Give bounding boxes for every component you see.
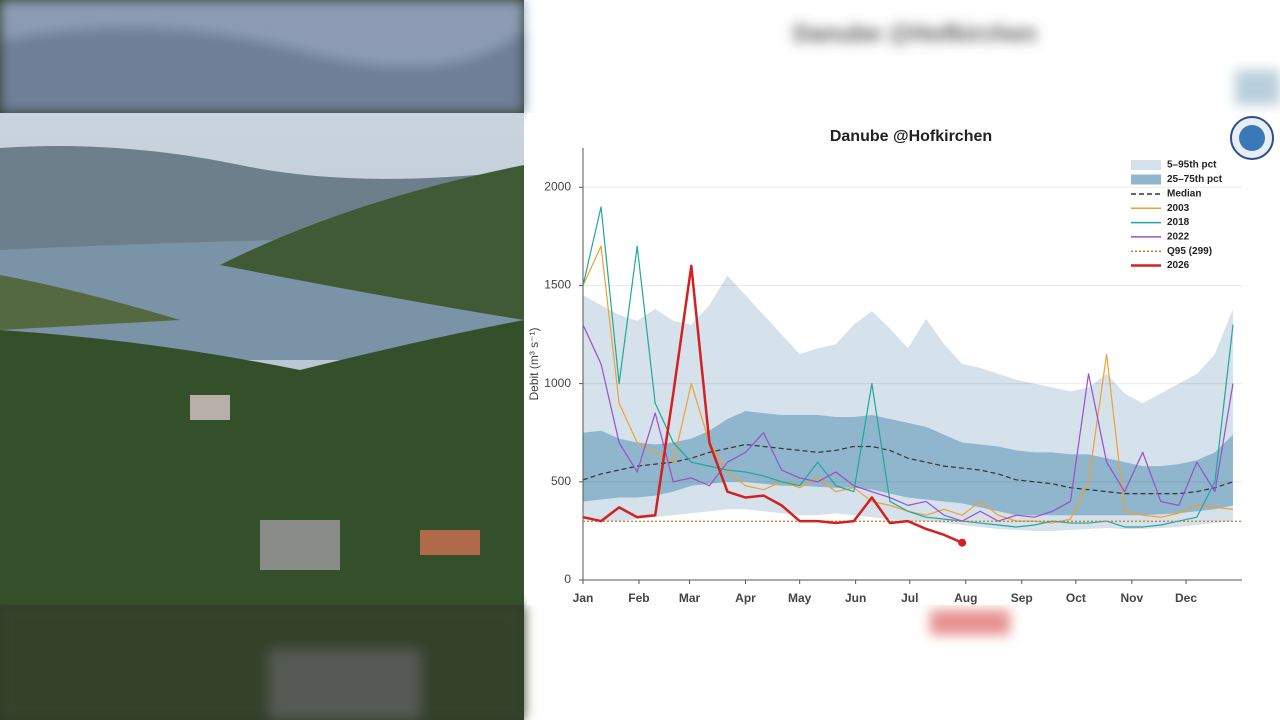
x-tick-label: Oct xyxy=(1066,591,1086,605)
x-tick-label: Aug xyxy=(954,591,977,605)
chart-title: Danube @Hofkirchen xyxy=(830,128,992,145)
legend-swatch xyxy=(1131,160,1161,170)
blurred-title: Danube @Hofkirchen xyxy=(793,20,1036,47)
x-tick-label: Nov xyxy=(1121,591,1144,605)
legend-label: 2026 xyxy=(1167,260,1190,271)
x-tick-label: Feb xyxy=(628,591,649,605)
y-tick-label: 1000 xyxy=(544,376,571,390)
legend-label: 2018 xyxy=(1167,217,1190,228)
plot: 0 500 1000 1500 2000 Jan Feb Mar Apr May Jun Jul Aug… xyxy=(544,148,1242,605)
logo xyxy=(1230,116,1274,160)
legend-swatch xyxy=(1131,174,1161,185)
end-marker xyxy=(958,538,967,547)
y-tick-label: 0 xyxy=(564,572,571,586)
legend-label: 2003 xyxy=(1167,203,1190,214)
x-tick-label: Apr xyxy=(735,591,756,605)
series-line xyxy=(582,264,963,544)
y-tick-label: 1500 xyxy=(544,278,571,292)
x-tick-label: Jun xyxy=(845,591,866,605)
series-line xyxy=(582,324,1234,522)
series-line xyxy=(582,443,1234,495)
y-tick-label: 2000 xyxy=(544,179,571,193)
legend-label: Q95 (299) xyxy=(1167,246,1212,257)
legend-label: 2022 xyxy=(1167,232,1190,243)
series-line xyxy=(582,206,1234,528)
legend-label: 25–75th pct xyxy=(1167,174,1223,185)
background-photo xyxy=(0,0,524,720)
blurred-backdrop: Danube @Hofkirchen xyxy=(793,20,1280,635)
x-tick-label: Mar xyxy=(679,591,701,605)
legend-label: Median xyxy=(1167,189,1201,200)
y-axis-label: Debit (m³ s⁻¹) xyxy=(527,328,541,401)
percentile-band xyxy=(583,411,1233,516)
x-tick-label: Sep xyxy=(1011,591,1033,605)
x-tick-label: Jan xyxy=(573,591,594,605)
legend-label: 5–95th pct xyxy=(1167,160,1217,171)
x-tick-label: Dec xyxy=(1175,591,1197,605)
x-tick-label: Jul xyxy=(901,591,918,605)
x-tick-label: May xyxy=(788,591,812,605)
y-tick-label: 500 xyxy=(551,474,571,488)
